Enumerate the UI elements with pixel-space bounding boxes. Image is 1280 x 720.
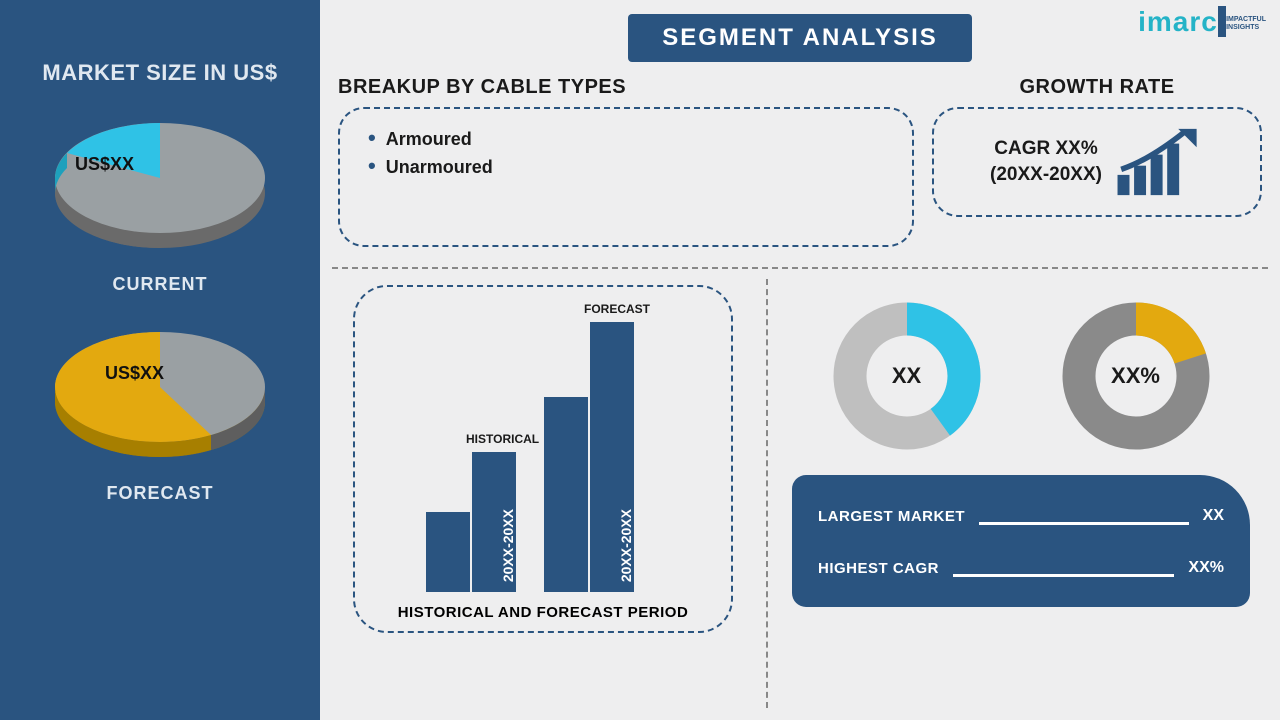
breakup-section: BREAKUP BY CABLE TYPES Armoured Unarmour…	[338, 76, 914, 247]
donut-1-value: XX	[832, 301, 982, 451]
growth-title: GROWTH RATE	[932, 76, 1262, 99]
pie-current-caption: CURRENT	[113, 274, 208, 295]
donut-chart-2: XX%	[1061, 301, 1211, 451]
pie-chart-forecast: US$XX	[55, 325, 265, 455]
historical-box: HISTORICAL20XX-20XXFORECAST20XX-20XX HIS…	[353, 285, 733, 633]
metric-row: HIGHEST CAGR XX%	[818, 559, 1224, 577]
growth-chart-icon	[1112, 124, 1204, 200]
list-item: Unarmoured	[368, 153, 890, 179]
metrics-panel: XX XX% LARGEST MARKET XX	[768, 279, 1262, 708]
page-title: SEGMENT ANALYSIS	[628, 14, 972, 62]
donut-chart-1: XX	[832, 301, 982, 451]
historical-bar-chart: HISTORICAL20XX-20XXFORECAST20XX-20XX	[371, 301, 715, 596]
metric-bar	[979, 522, 1189, 525]
brand-logo: imarc|IMPACTFULINSIGHTS	[1138, 6, 1266, 38]
breakup-list: Armoured Unarmoured	[362, 125, 890, 179]
cagr-text: CAGR XX% (20XX-20XX)	[990, 136, 1102, 187]
logo-text: imarc	[1138, 6, 1218, 37]
divider	[332, 267, 1268, 269]
breakup-box: Armoured Unarmoured	[338, 107, 914, 247]
bottom-row: HISTORICAL20XX-20XXFORECAST20XX-20XX HIS…	[332, 279, 1268, 708]
pie-current-label: US$XX	[75, 154, 134, 175]
donut-row: XX XX%	[792, 301, 1250, 451]
market-size-panel: MARKET SIZE IN US$ US$XX CURRENT	[0, 0, 320, 720]
metric-label: LARGEST MARKET	[818, 508, 965, 525]
metric-row: LARGEST MARKET XX	[818, 507, 1224, 525]
metric-value: XX%	[1188, 559, 1224, 577]
breakup-title: BREAKUP BY CABLE TYPES	[338, 76, 914, 99]
pie-forecast: US$XX FORECAST	[55, 325, 265, 504]
pie-current: US$XX CURRENT	[55, 116, 265, 295]
donut-2-value: XX%	[1061, 301, 1211, 451]
pie-forecast-label: US$XX	[105, 363, 164, 384]
historical-caption: HISTORICAL AND FORECAST PERIOD	[371, 604, 715, 621]
metric-label: HIGHEST CAGR	[818, 560, 939, 577]
metric-bar	[953, 574, 1174, 577]
pie-chart-current: US$XX	[55, 116, 265, 246]
historical-panel: HISTORICAL20XX-20XXFORECAST20XX-20XX HIS…	[338, 279, 768, 708]
list-item: Armoured	[368, 125, 890, 151]
top-row: BREAKUP BY CABLE TYPES Armoured Unarmour…	[332, 76, 1268, 247]
growth-box: CAGR XX% (20XX-20XX)	[932, 107, 1262, 217]
growth-section: GROWTH RATE CAGR XX% (20XX-20XX)	[932, 76, 1262, 247]
main-panel: imarc|IMPACTFULINSIGHTS SEGMENT ANALYSIS…	[320, 0, 1280, 720]
pie-forecast-caption: FORECAST	[107, 483, 214, 504]
metrics-card: LARGEST MARKET XX HIGHEST CAGR XX%	[792, 475, 1250, 607]
market-size-title: MARKET SIZE IN US$	[42, 60, 277, 86]
metric-value: XX	[1203, 507, 1224, 525]
